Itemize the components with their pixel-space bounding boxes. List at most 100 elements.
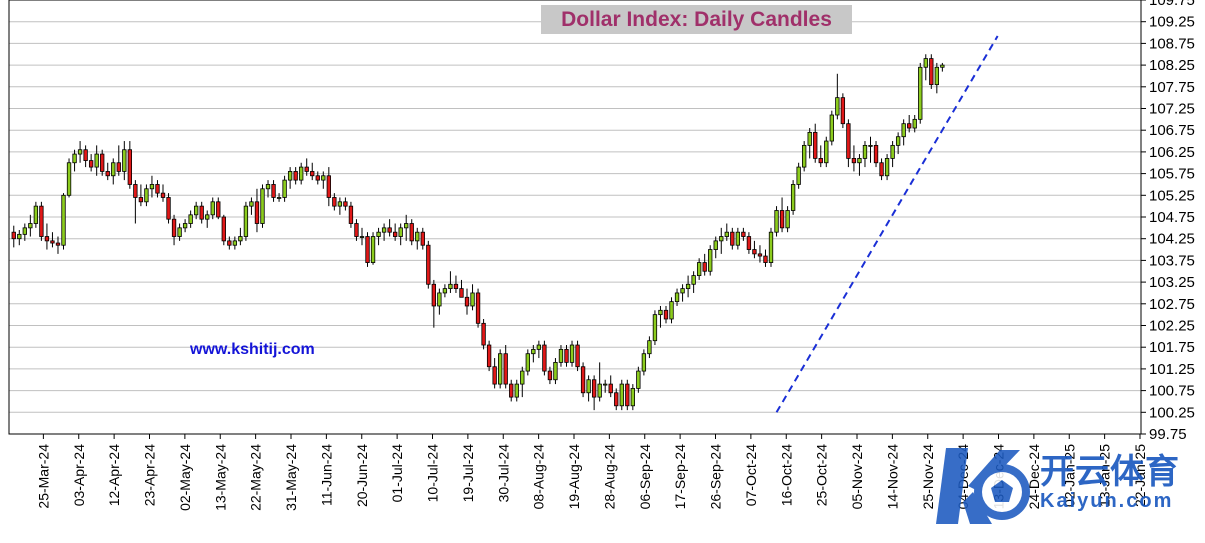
candle-body-down xyxy=(343,201,348,207)
candle xyxy=(785,206,790,233)
y-tick-label: 104.25 xyxy=(1149,231,1195,248)
y-tick-label: 101.75 xyxy=(1149,339,1195,356)
candle-body-down xyxy=(420,231,425,246)
candle-body-down xyxy=(564,348,569,363)
candle xyxy=(271,180,276,202)
candle xyxy=(348,201,354,228)
x-tick-label: 17-Sep-24 xyxy=(672,444,688,510)
candle-body-up xyxy=(918,66,923,120)
candle-body-up xyxy=(66,162,72,196)
candle xyxy=(614,388,619,411)
y-tick-label: 108.25 xyxy=(1149,57,1195,74)
candle xyxy=(33,201,39,228)
candle xyxy=(912,115,917,133)
candle-body-up xyxy=(829,114,834,142)
candle-body-down xyxy=(315,175,320,181)
candle-body-up xyxy=(177,227,182,237)
candle-body-down xyxy=(503,353,508,385)
candle-body-down xyxy=(846,123,851,159)
candle-body-up xyxy=(630,388,635,407)
candle-body-up xyxy=(442,288,448,294)
candle-body-down xyxy=(171,218,177,237)
x-tick-label: 07-Oct-24 xyxy=(743,444,759,506)
x-tick-label: 14-Nov-24 xyxy=(884,444,900,510)
candle xyxy=(901,119,906,146)
y-tick-label: 104.75 xyxy=(1149,209,1195,226)
candle-body-down xyxy=(227,240,232,246)
candle-body-down xyxy=(216,201,221,218)
candle-body-up xyxy=(901,123,906,138)
candle-body-up xyxy=(912,118,917,129)
candle xyxy=(730,227,735,250)
candle xyxy=(813,123,818,163)
candle xyxy=(464,288,470,315)
candle-body-up xyxy=(658,309,663,316)
candle xyxy=(818,145,823,168)
candle-body-down xyxy=(459,288,464,298)
candle-body-up xyxy=(17,233,22,240)
candle-body-up xyxy=(470,292,475,307)
candle-body-down xyxy=(464,296,470,307)
x-tick-label: 31-May-24 xyxy=(283,444,299,511)
candle xyxy=(437,288,442,315)
candle xyxy=(669,297,674,324)
candle xyxy=(868,136,873,163)
candle-body-down xyxy=(83,149,88,161)
candle-body-down xyxy=(365,236,370,263)
candle-body-up xyxy=(188,214,193,224)
candle-body-up xyxy=(774,210,779,233)
candle-body-up xyxy=(520,370,525,385)
candle xyxy=(149,175,155,198)
candle-body-up xyxy=(448,283,453,290)
watermark-logo xyxy=(936,448,1030,524)
candle-body-down xyxy=(907,123,912,129)
candle xyxy=(426,240,431,289)
candle-body-down xyxy=(591,379,597,398)
candle xyxy=(404,214,409,241)
x-tick-label: 03-Apr-24 xyxy=(71,444,87,506)
candle xyxy=(304,158,309,176)
candle xyxy=(608,375,613,398)
x-tick-label: 19-Jul-24 xyxy=(460,444,476,503)
candle xyxy=(409,219,414,246)
candle-body-up xyxy=(381,227,387,233)
candle xyxy=(918,62,923,124)
candle xyxy=(536,340,542,359)
candle xyxy=(177,223,182,241)
candle-body-up xyxy=(437,292,442,307)
candle-body-up xyxy=(404,223,409,229)
candle xyxy=(343,197,348,211)
candle xyxy=(752,240,757,259)
candle xyxy=(630,384,635,411)
candle xyxy=(929,54,934,89)
candle-body-up xyxy=(835,97,840,116)
candle xyxy=(542,340,547,376)
candle xyxy=(835,73,840,120)
candle-body-up xyxy=(934,66,939,86)
candle-body-up xyxy=(895,136,901,146)
candle xyxy=(641,349,647,376)
watermark-name-cn: 开云体育 xyxy=(1040,453,1180,491)
candle xyxy=(846,119,851,168)
candle xyxy=(11,225,16,248)
candle-body-up xyxy=(586,379,591,394)
site-link[interactable]: www.kshitij.com xyxy=(190,341,315,358)
y-tick-label: 101.25 xyxy=(1149,361,1195,378)
candle-body-down xyxy=(166,197,171,220)
candle-body-down xyxy=(575,344,580,368)
candle xyxy=(685,275,691,298)
candle-body-up xyxy=(923,58,928,68)
candle xyxy=(486,340,492,372)
candle-body-up xyxy=(862,144,868,159)
candle xyxy=(934,62,939,94)
y-tick-label: 106.25 xyxy=(1149,144,1195,161)
candle xyxy=(580,362,586,398)
candle xyxy=(227,236,232,250)
candle-body-down xyxy=(138,197,144,203)
candle-body-up xyxy=(531,348,536,355)
candle xyxy=(553,358,558,385)
candle xyxy=(77,141,83,163)
candle xyxy=(310,162,315,181)
candle xyxy=(719,227,724,254)
